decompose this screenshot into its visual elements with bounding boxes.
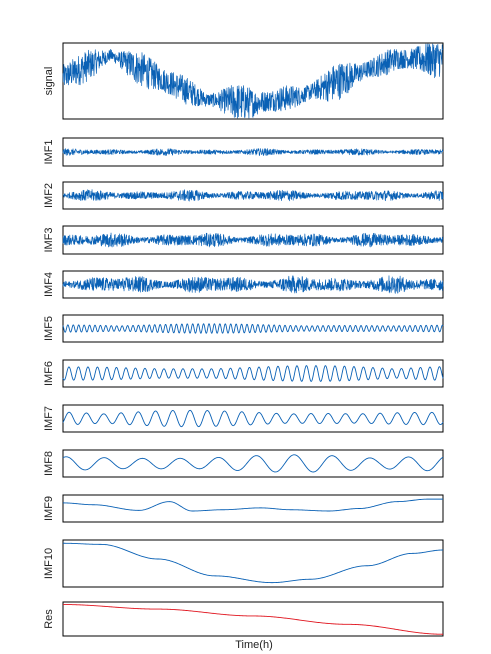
x-axis-label: Time(h)	[235, 639, 272, 651]
panel-imf10: IMF10	[43, 539, 444, 588]
panel-label: IMF2	[43, 183, 55, 208]
panel-imf6: IMF6	[43, 359, 444, 388]
panel-imf3: IMF3	[43, 225, 444, 255]
panel-frame	[62, 404, 444, 433]
panel-frame	[62, 359, 444, 388]
panel-frame	[62, 539, 444, 588]
panel-label: IMF3	[43, 227, 55, 252]
series-line-imf2	[62, 189, 444, 202]
panel-label: IMF9	[43, 496, 55, 521]
panel-frame	[62, 449, 444, 478]
panel-imf1: IMF1	[43, 137, 444, 167]
panel-signal: signal	[43, 42, 444, 120]
panel-imf9: IMF9	[43, 494, 444, 523]
panel-imf2: IMF2	[43, 181, 444, 210]
panel-imf8: IMF8	[43, 449, 444, 478]
series-line-imf10	[63, 542, 444, 584]
series-line-imf1	[62, 148, 444, 156]
series-line-signal	[62, 43, 444, 119]
panel-imf4: IMF4	[43, 270, 444, 299]
series-line-imf6	[62, 365, 444, 382]
series-line-imf3	[62, 232, 444, 248]
series-line-imf7	[62, 409, 444, 428]
panel-label: Res	[43, 609, 55, 629]
series-line-imf5	[62, 323, 444, 334]
panel-label: IMF8	[43, 451, 55, 476]
panel-res: Res	[43, 601, 444, 637]
panel-label: IMF5	[43, 316, 55, 341]
panel-label: IMF7	[43, 406, 55, 431]
panel-label: IMF6	[43, 361, 55, 386]
panel-label: IMF1	[43, 139, 55, 164]
panel-imf5: IMF5	[43, 314, 444, 343]
series-line-imf8	[62, 454, 444, 473]
panel-label: IMF10	[43, 548, 55, 579]
panel-frame	[62, 314, 444, 343]
panel-imf7: IMF7	[43, 404, 444, 433]
series-line-imf9	[63, 498, 443, 512]
series-line-res	[63, 604, 443, 635]
panels-layer: signal IMF1 IMF2 IMF3 IMF4 IMF5 IMF6 IMF7 IMF8 IM…	[43, 42, 444, 637]
series-line-imf4	[62, 275, 444, 294]
panel-label: IMF4	[43, 272, 55, 297]
panel-label: signal	[43, 67, 55, 96]
